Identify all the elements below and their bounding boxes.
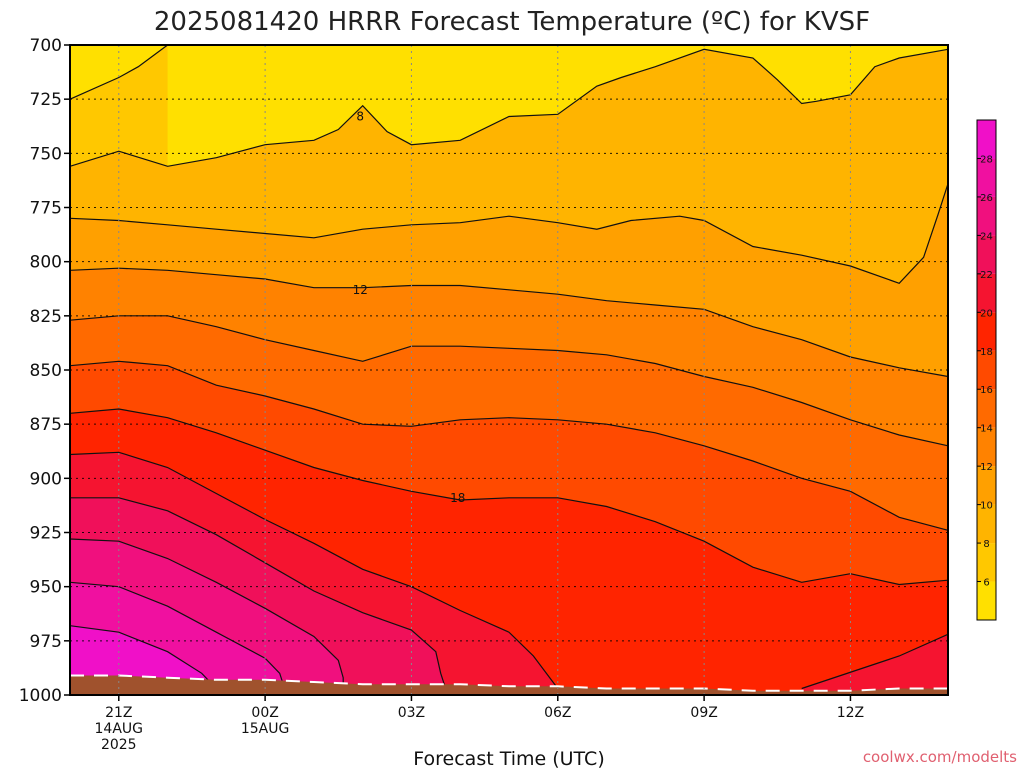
- x-tick-label-15AUG: 15AUG: [241, 721, 290, 737]
- colorbar-label-12: 12: [980, 462, 993, 473]
- source-credit: coolwx.com/modelts: [863, 748, 1017, 766]
- colorbar-swatch-8: [977, 504, 996, 544]
- y-tick-label-700: 700: [30, 36, 62, 56]
- contour-line-24c: [69, 538, 344, 689]
- colorbar-label-8: 8: [983, 539, 989, 550]
- y-tick-label-725: 725: [30, 90, 62, 110]
- contour-line-20c: [69, 451, 559, 689]
- y-tick-label-850: 850: [30, 361, 62, 381]
- grid-layer: [70, 45, 948, 695]
- colorbar-swatch-10: [977, 466, 996, 505]
- y-tick-label-975: 975: [30, 632, 62, 652]
- colorbar-label-24: 24: [980, 231, 993, 242]
- colorbar-swatch-14: [977, 389, 996, 428]
- x-tick-label-09Z: 09Z: [690, 705, 717, 721]
- colorbar-label-20: 20: [980, 308, 993, 319]
- ground-edge: [70, 674, 948, 692]
- x-tick-label-2025: 2025: [101, 737, 137, 753]
- contour-label-12: 12: [353, 283, 368, 297]
- colorbar-label-10: 10: [980, 501, 993, 512]
- contour-line-10c: [69, 157, 949, 284]
- contour-label-layer: 8 12 18: [353, 110, 466, 505]
- contour-line-28c: [69, 625, 217, 689]
- y-tick-label-775: 775: [30, 199, 62, 219]
- contour-line-layer: [69, 44, 949, 690]
- contour-label-8: 8: [356, 110, 364, 124]
- colorbar-swatch-16: [977, 350, 996, 390]
- contour-line-20c: [801, 633, 949, 690]
- colorbar-swatch-28: [977, 120, 996, 159]
- colorbar-swatch-24: [977, 196, 996, 236]
- x-tick-label-12Z: 12Z: [837, 705, 864, 721]
- y-tick-label-875: 875: [30, 415, 62, 435]
- ground-layer: [70, 674, 948, 695]
- x-tick-label-14AUG: 14AUG: [95, 721, 144, 737]
- y-tick-label-900: 900: [30, 469, 62, 489]
- colorbar-frame: [976, 119, 997, 621]
- colorbar-swatch-12: [977, 427, 996, 467]
- chart-title: 2025081420 HRRR Forecast Temperature (ºC…: [154, 7, 870, 37]
- colorbar-label-18: 18: [980, 347, 993, 358]
- colorbar-swatch-4: [977, 581, 996, 620]
- y-tick-label-950: 950: [30, 578, 62, 598]
- colorbar-swatch-20: [977, 273, 996, 313]
- y-axis: 700 725 750 775 800 825 850 875 900 925 950 975 1000: [19, 36, 70, 706]
- colorbar-label-16: 16: [980, 385, 993, 396]
- x-tick-label-06Z: 06Z: [544, 705, 571, 721]
- colorbar: 6 8 10 12 14 16 18 20 22 24 26 28: [976, 119, 997, 621]
- colorbar-swatch-18: [977, 312, 996, 351]
- colorbar-label-6: 6: [983, 578, 989, 589]
- colorbar-label-22: 22: [980, 270, 993, 281]
- colorbar-label-28: 28: [980, 154, 993, 165]
- x-tick-label-00Z: 00Z: [251, 705, 278, 721]
- x-tick-label-03Z: 03Z: [398, 705, 425, 721]
- contour-line-6c: [69, 44, 168, 100]
- y-tick-label-800: 800: [30, 253, 62, 273]
- temperature-fill-layer: [70, 45, 948, 696]
- contour-line-18c: [69, 408, 949, 586]
- x-tick-label-21Z: 21Z: [105, 705, 132, 721]
- y-tick-label-1000: 1000: [19, 686, 62, 706]
- colorbar-label-14: 14: [980, 424, 993, 435]
- y-tick-label-825: 825: [30, 307, 62, 327]
- colorbar-swatch-26: [977, 158, 996, 197]
- y-tick-label-750: 750: [30, 144, 62, 164]
- y-tick-label-925: 925: [30, 524, 62, 544]
- contour-line-12c: [69, 267, 949, 378]
- contour-line-14c: [69, 315, 949, 447]
- colorbar-swatch-6: [977, 543, 996, 582]
- colorbar-label-26: 26: [980, 193, 993, 204]
- contour-line-22c: [70, 497, 447, 689]
- contour-line-16c: [69, 360, 949, 531]
- contour-line-8c: [69, 48, 949, 167]
- contour-label-18: 18: [450, 491, 465, 505]
- colorbar-swatch-22: [977, 235, 996, 274]
- x-axis-label: Forecast Time (UTC): [413, 748, 604, 768]
